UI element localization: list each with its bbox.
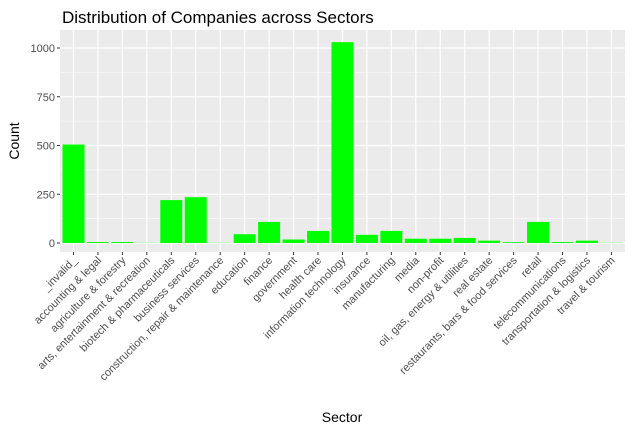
bar: [258, 221, 281, 243]
y-tick-label: 750: [37, 92, 55, 104]
y-tick-label: 250: [37, 189, 55, 201]
bar: [184, 197, 207, 243]
y-tick-label: 1000: [31, 43, 55, 55]
bar: [551, 242, 574, 243]
y-axis: 0 250 500 750 1000: [31, 43, 60, 250]
x-axis-title: Sector: [322, 409, 363, 425]
bar: [111, 242, 134, 243]
bar: [355, 234, 378, 243]
bar: [453, 237, 476, 243]
y-tick-label: 500: [37, 141, 55, 153]
bar: [380, 230, 403, 243]
bar: [62, 144, 85, 243]
y-tick-label: 0: [49, 238, 55, 250]
bar: [306, 230, 330, 243]
bar: [233, 234, 256, 243]
chart-title: Distribution of Companies across Sectors: [62, 8, 374, 27]
bar: [86, 242, 109, 243]
bar: [527, 221, 550, 243]
bar: [160, 200, 183, 243]
gridlines: [60, 30, 625, 252]
bar: [478, 240, 501, 243]
y-axis-title: Count: [6, 122, 22, 159]
bar: [404, 238, 427, 243]
bar: [331, 42, 354, 244]
bar: [502, 242, 525, 243]
bar: [575, 240, 598, 243]
bar: [429, 238, 452, 243]
bar: [282, 239, 305, 243]
bars: [62, 42, 623, 244]
